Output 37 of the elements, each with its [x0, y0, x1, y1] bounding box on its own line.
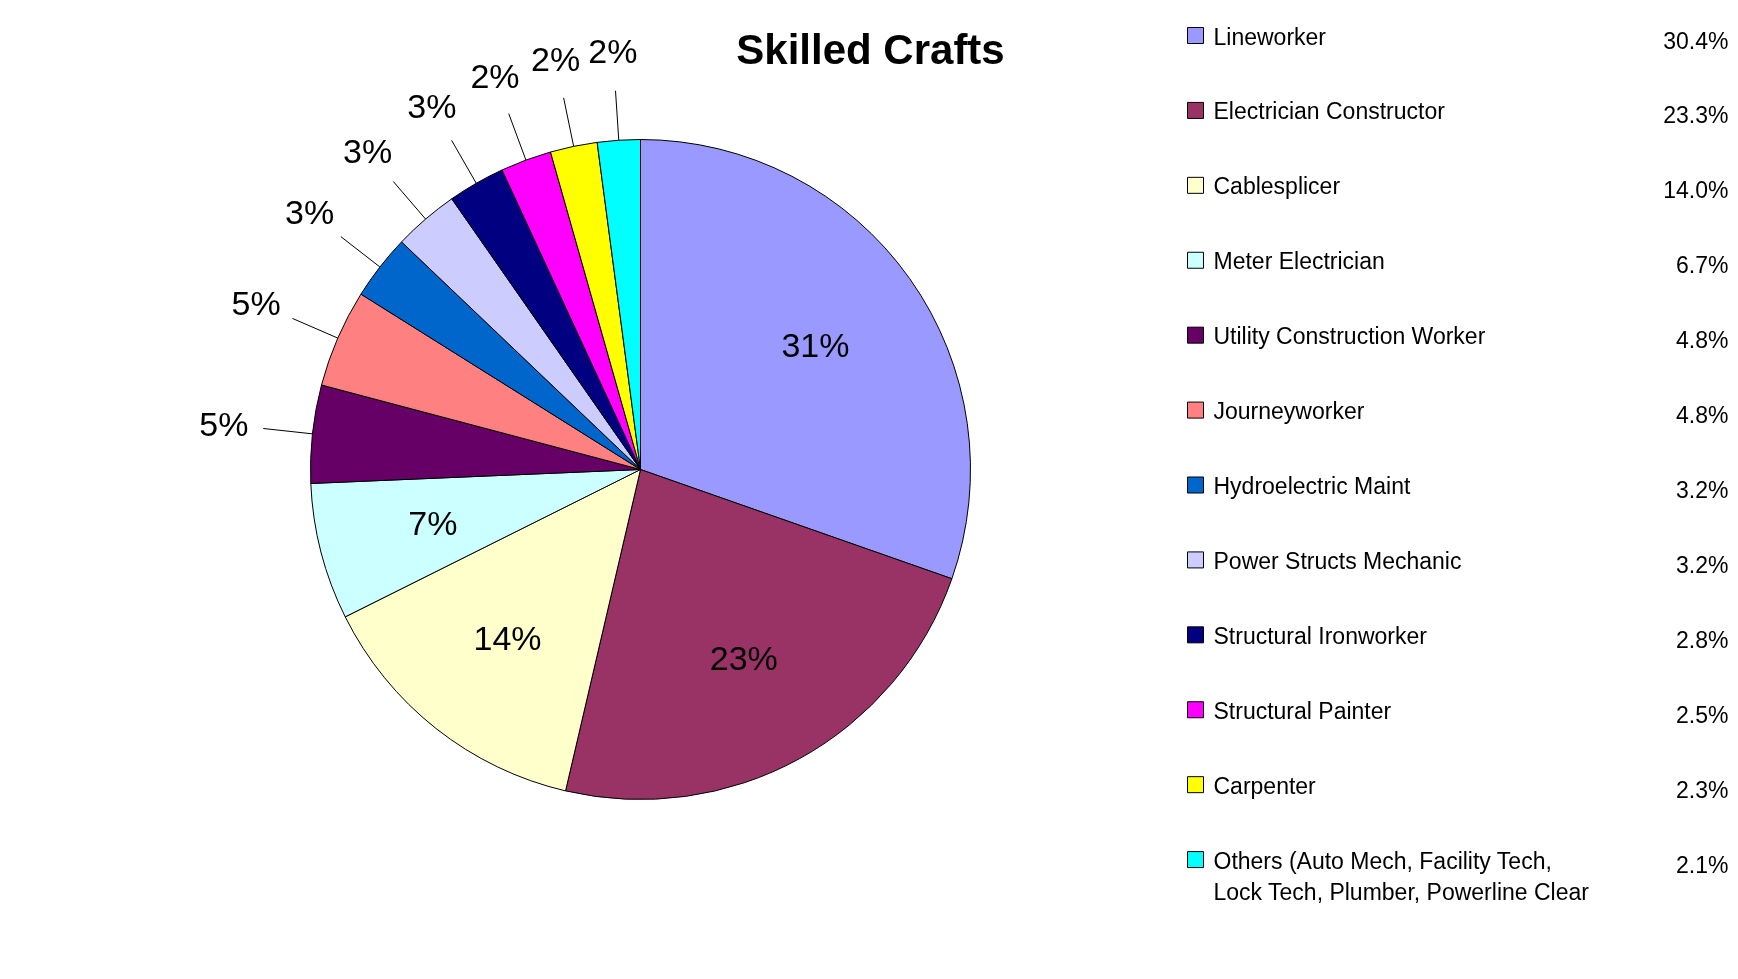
text: 5%	[231, 283, 281, 322]
legend-label: Others (Auto Mech, Facility Tech, Lock Tech, Plumber, Powerline Clear	[1213, 847, 1590, 905]
legend-label: Hydroelectric Maint	[1213, 473, 1411, 499]
text: 3%	[285, 193, 335, 232]
data-label: 2.5%	[1676, 701, 1729, 728]
data-label: 3.2%	[1676, 477, 1729, 503]
data-label: 23.3%	[1663, 102, 1729, 129]
legend-label: Lineworker	[1213, 23, 1327, 50]
text: 2%	[470, 57, 520, 96]
text: 3%	[342, 132, 393, 171]
chart-title: Skilled Crafts	[736, 26, 1005, 73]
data-label: 3.2%	[1676, 551, 1729, 578]
legend-label: Carpenter	[1213, 772, 1317, 799]
text: 5%	[199, 405, 249, 444]
text: 2%	[531, 40, 581, 79]
data-label: 4.8%	[1676, 402, 1729, 429]
data-label: 2.8%	[1676, 626, 1729, 653]
text: 23%	[709, 638, 778, 677]
legend-label: Meter Electrician	[1213, 248, 1385, 275]
text: 14%	[473, 618, 542, 657]
text: 2%	[588, 32, 638, 71]
legend-label: Structural Ironworker	[1213, 622, 1428, 649]
data-label: 2.1%	[1676, 851, 1729, 878]
legend-label: Utility Construction Worker	[1213, 323, 1486, 350]
text: 31%	[781, 326, 850, 365]
data-label: 4.8%	[1676, 327, 1729, 354]
data-label: 6.7%	[1676, 252, 1729, 279]
data-label: 2.3%	[1676, 776, 1729, 803]
legend-label: Journeyworker	[1213, 398, 1365, 425]
text: 3%	[407, 87, 457, 125]
text: 7%	[408, 504, 458, 543]
legend-label: Cablesplicer	[1213, 173, 1341, 200]
legend-label: Power Structs Mechanic	[1213, 547, 1462, 574]
legend-label: Electrician Constructor	[1213, 98, 1446, 125]
legend-label: Structural Painter	[1213, 697, 1392, 724]
data-label: 14.0%	[1663, 177, 1729, 204]
data-label: 30.4%	[1663, 27, 1729, 54]
